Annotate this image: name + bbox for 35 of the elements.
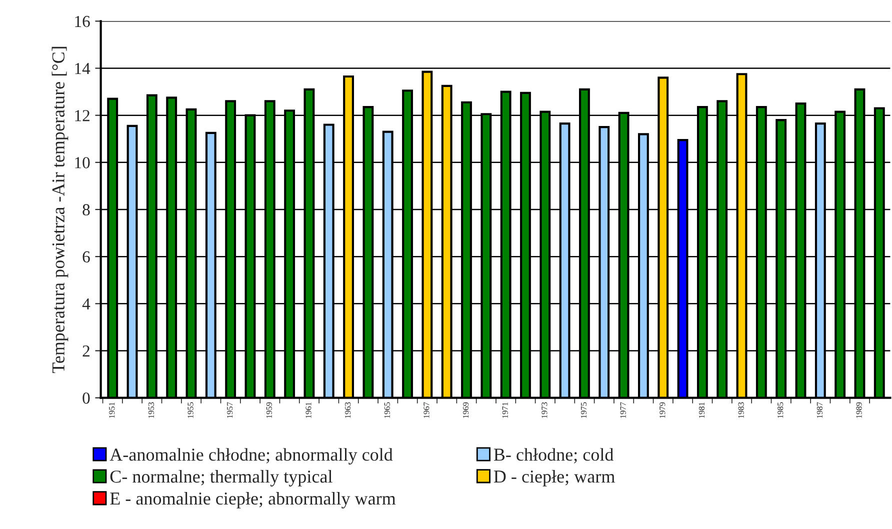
- legend-label: E - anomalnie ciepłe; abnormally warm: [110, 492, 396, 508]
- x-tick-label: 1967: [424, 402, 430, 418]
- x-tick-label: 1985: [778, 402, 784, 418]
- x-tick-label: 1971: [502, 402, 508, 418]
- x-tick-label: 1975: [580, 402, 587, 418]
- legend-label: B- chłodne; cold: [494, 448, 614, 464]
- y-tick-label: 14: [75, 63, 90, 74]
- x-tick-label: 1963: [345, 402, 351, 418]
- x-tick-label: 1979: [660, 402, 666, 418]
- y-axis-title: Temperatura powietrza -Air temperature [°C]: [52, 46, 68, 374]
- x-tick-label: 1959: [266, 402, 272, 418]
- x-tick-label: 1987: [816, 402, 823, 418]
- x-tick-label: 1969: [462, 402, 469, 418]
- x-tick-label: 1989: [856, 402, 862, 418]
- y-tick-label: 4: [82, 298, 90, 310]
- legend-label: A-anomalnie chłodne; abnormally cold: [110, 448, 393, 464]
- y-tick-label: 8: [82, 204, 90, 216]
- x-tick-label: 1955: [188, 402, 194, 418]
- y-tick-label: 0: [82, 392, 90, 404]
- y-tick-label: 10: [75, 157, 90, 168]
- x-tick-label: 1981: [698, 402, 705, 418]
- legend-label: C- normalne; thermally typical: [110, 470, 332, 486]
- y-tick-label: 2: [82, 345, 90, 357]
- y-tick-label: 12: [75, 110, 90, 122]
- x-tick-label: 1965: [384, 402, 390, 418]
- x-tick-label: 1951: [109, 402, 115, 418]
- x-tick-label: 1977: [620, 402, 626, 418]
- x-tick-label: 1953: [148, 402, 154, 418]
- y-tick-label: 16: [75, 16, 90, 28]
- x-tick-label: 1961: [306, 402, 312, 418]
- legend-label: D - ciepłe; warm: [494, 470, 615, 486]
- y-tick-label: 6: [82, 251, 90, 263]
- x-tick-label: 1983: [738, 402, 744, 418]
- x-tick-label: 1957: [227, 402, 233, 418]
- x-tick-label: 1973: [542, 402, 548, 418]
